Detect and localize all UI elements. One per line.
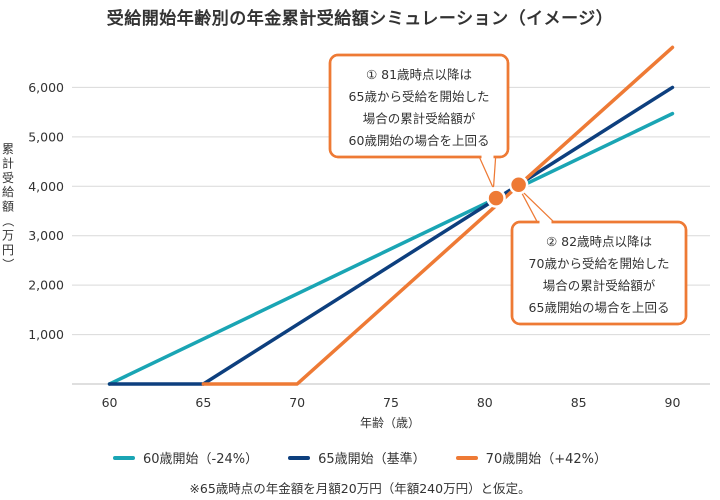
legend-item: 60歳開始（-24%） [112,448,259,467]
callout-border [328,53,510,159]
y-tick-labels: 1,000 2,000 3,000 4,000 5,000 6,000 [28,80,64,342]
x-tick-label: 85 [571,395,587,410]
callout-border [510,220,688,326]
chart-canvas: 1,000 2,000 3,000 4,000 5,000 6,000 60 65 70 75 8… [1,45,710,430]
y-axis-title-char: （ [1,215,15,227]
legend-item: 65歳開始（基準） [288,448,426,467]
chart-title: 受給開始年齢別の年金累計受給額シミュレーション（イメージ） [106,9,614,29]
series-line-2 [201,45,675,386]
x-tick-label: 65 [195,395,211,410]
y-axis-title-char: 計 [2,155,14,170]
x-tick-label: 80 [477,395,493,410]
callout-text: 場合の累計受給額が [363,111,476,126]
footnote: ※65歳時点の年金額を月額20万円（年額240万円）と仮定。 [189,481,531,496]
legend: 60歳開始（-24%） 65歳開始（基準） 70歳開始（+42%） [0,448,720,467]
legend-swatch [455,455,478,460]
legend-item: 70歳開始（+42%） [455,448,608,467]
y-axis-title-char: 累 [2,142,14,156]
y-tick-label: 4,000 [28,179,64,194]
x-tick-label: 60 [102,395,118,410]
x-tick-label: 90 [665,395,681,410]
callout-tail-fill [522,192,553,222]
callout-text: 場合の累計受給額が [543,278,656,293]
callouts: ① 81歳時点以降は65歳から受給を開始した場合の累計受給額が60歳開始の場合を… [328,53,688,326]
y-axis-title-char: 万 [2,228,14,242]
y-tick-label: 1,000 [28,327,64,342]
callout-text: 65歳から受給を開始した [349,89,490,104]
y-axis-title-char: ） [1,258,15,270]
x-axis-title: 年齢（歳） [360,415,420,430]
intersection-marker [486,188,506,208]
y-tick-label: 2,000 [28,278,64,293]
y-tick-label: 5,000 [28,129,64,144]
legend-label: 65歳開始（基準） [318,452,426,467]
series-line-0 [107,111,675,386]
callout-text: 65歳開始の場合を上回る [529,300,670,315]
x-tick-label: 70 [289,395,305,410]
y-axis-title-char: 円 [2,243,14,257]
intersection-marker [508,175,529,195]
callout-text: ② 82歳時点以降は [546,234,652,249]
legend-label: 70歳開始（+42%） [485,452,608,467]
y-axis-title-char: 額 [2,200,14,214]
legend-swatch [288,455,311,460]
y-axis-title: 累計受給額（万円） [1,142,15,270]
y-axis-title-char: 受 [2,171,14,185]
x-tick-label: 75 [383,395,399,410]
y-tick-label: 6,000 [28,80,64,95]
legend-swatch [112,455,135,460]
x-tick-labels: 60 65 70 75 80 85 90 [102,395,681,410]
callout-text: 70歳から受給を開始した [529,256,670,271]
y-axis-title-char: 給 [2,185,14,199]
legend-label: 60歳開始（-24%） [142,452,259,467]
y-tick-label: 3,000 [28,228,64,243]
callout-text: ① 81歳時点以降は [366,67,472,82]
callout-text: 60歳開始の場合を上回る [349,133,490,148]
callout-tail-fill [480,157,495,186]
